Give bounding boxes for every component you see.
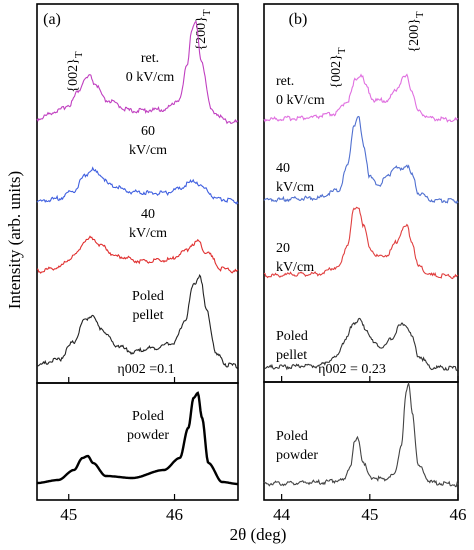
x-tick-label: 44 [273, 505, 291, 524]
peak-label-subscript: T [73, 51, 85, 58]
y-axis-title: Intensity (arb. units) [5, 171, 24, 309]
series-line [263, 317, 459, 372]
series-label: 0 kV/cm [126, 70, 175, 85]
series-line [263, 73, 459, 123]
series-label: pellet [132, 308, 163, 323]
series-label: kV/cm [276, 180, 314, 195]
series-label: Poled [276, 329, 308, 344]
x-tick-label: 45 [60, 505, 77, 524]
panel-b: 44 45 46 (b) {002}T {200}T η002 = 0.23 ret. 0 kV… [263, 3, 467, 524]
series-label: 60 [141, 124, 155, 139]
series-label: ret. [276, 74, 294, 89]
series-label: kV/cm [129, 226, 167, 241]
series-label: 20 [276, 241, 290, 256]
peak-label-subscript: T [414, 11, 426, 18]
peak-label-subscript: T [336, 47, 348, 54]
peak-label: {002}T [329, 47, 348, 88]
series-line [263, 381, 459, 488]
panel-a-lower-frame [36, 382, 239, 501]
series-label: kV/cm [129, 143, 167, 158]
x-tick-label: 45 [361, 505, 378, 524]
series-line [263, 115, 459, 205]
eta-label: η002 =0.1 [117, 362, 174, 377]
x-axis-title: 2θ (deg) [230, 525, 287, 544]
series-label: ret. [141, 51, 159, 66]
series-line [36, 235, 239, 274]
series-line [36, 20, 239, 125]
peak-label: {200}T [407, 11, 426, 52]
series-label: pellet [276, 348, 307, 363]
peak-label: {002}T [66, 51, 85, 92]
peak-label-subscript: T [201, 9, 213, 16]
series-label: 40 [141, 207, 155, 222]
series-label: powder [127, 428, 169, 443]
series-line [263, 206, 459, 280]
panels-layer: 45 46 (a) {002}T {200}T η002 =0.1 ret. 0 kV/cm 6… [36, 3, 467, 524]
series-label: kV/cm [276, 260, 314, 275]
x-tick-label: 46 [450, 505, 467, 524]
x-tick-label: 46 [166, 505, 183, 524]
panel-label: (a) [43, 11, 61, 28]
eta-label: η002 = 0.23 [318, 362, 386, 377]
series-label: Poled [276, 429, 308, 444]
series-line [36, 166, 239, 205]
panel-b-lower-frame [263, 381, 459, 501]
series-label: Poled [132, 289, 164, 304]
series-line [36, 273, 239, 370]
series-line [37, 391, 238, 486]
series-label: 0 kV/cm [276, 93, 325, 108]
series-label: 40 [276, 161, 290, 176]
series-label: powder [276, 448, 318, 463]
series-label: Poled [132, 409, 164, 424]
panel-label: (b) [289, 11, 308, 28]
